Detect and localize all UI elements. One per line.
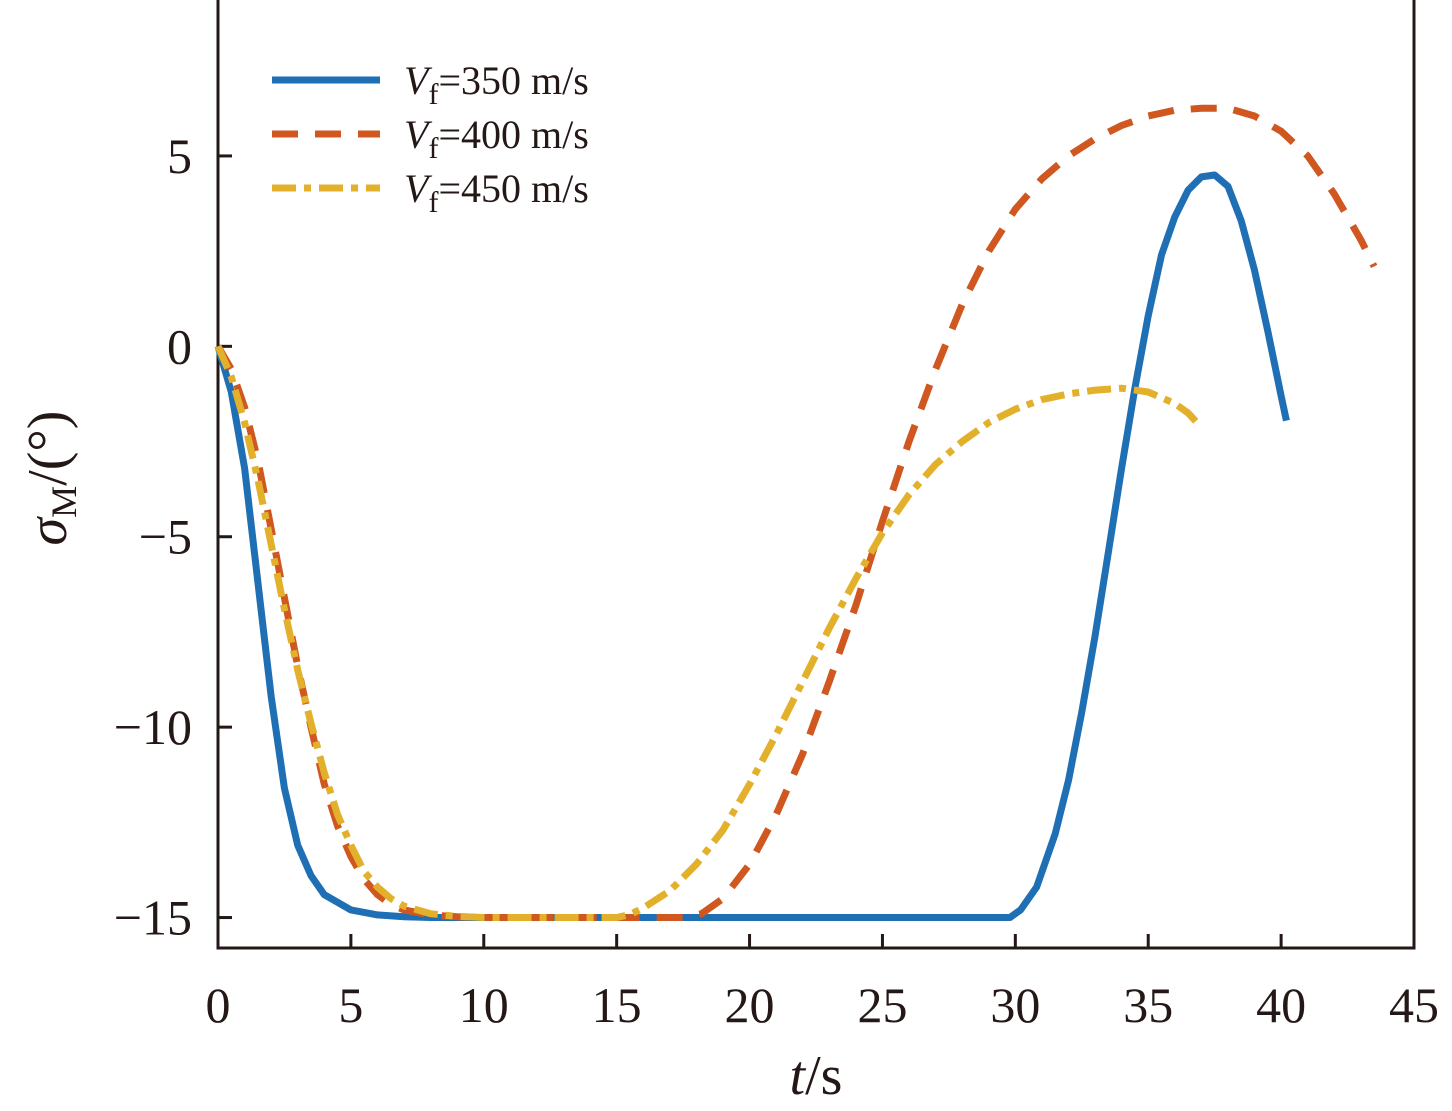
x-tick-label: 5 bbox=[338, 977, 363, 1033]
x-tick-label: 40 bbox=[1256, 977, 1306, 1033]
x-axis-unit: /s bbox=[805, 1045, 842, 1107]
x-axis-title: t/s bbox=[790, 1045, 843, 1107]
y-tick-label: 5 bbox=[167, 128, 192, 184]
x-tick-label: 15 bbox=[592, 977, 642, 1033]
x-tick-label: 0 bbox=[206, 977, 231, 1033]
x-tick-label: 20 bbox=[725, 977, 775, 1033]
x-tick-label: 30 bbox=[990, 977, 1040, 1033]
legend-label-2: Vf=400 m/s bbox=[404, 112, 589, 165]
x-tick-label: 35 bbox=[1123, 977, 1173, 1033]
x-tick-label: 25 bbox=[857, 977, 907, 1033]
series-lines bbox=[214, 104, 1378, 921]
legend: Vf=350 m/sVf=400 m/sVf=450 m/s bbox=[272, 58, 589, 219]
y-axis-unit: /(°) bbox=[17, 411, 79, 486]
y-tick-labels: 5 0 −5 −10 −15 bbox=[114, 128, 192, 946]
y-axis-variable: σ bbox=[17, 515, 79, 545]
y-tick-label: −15 bbox=[114, 890, 192, 946]
x-axis-variable: t bbox=[790, 1045, 807, 1107]
plot-frame bbox=[216, 0, 1416, 950]
legend-label-1: Vf=350 m/s bbox=[404, 58, 589, 111]
x-tick-label: 45 bbox=[1389, 977, 1439, 1033]
y-tick-label: −5 bbox=[139, 509, 192, 565]
series-line-2 bbox=[214, 104, 1378, 921]
axis-ticks bbox=[216, 154, 1416, 948]
y-tick-label: −10 bbox=[114, 699, 192, 755]
y-axis-subscript: M bbox=[44, 486, 84, 518]
legend-label-3: Vf=450 m/s bbox=[404, 166, 589, 219]
y-axis-title: σM/(°) bbox=[17, 411, 84, 546]
series-line-3 bbox=[214, 344, 1202, 921]
x-tick-labels: 0 5 10 15 20 25 30 35 40 45 bbox=[206, 977, 1440, 1033]
x-tick-label: 10 bbox=[459, 977, 509, 1033]
y-tick-label: 0 bbox=[167, 318, 192, 374]
series-line-1 bbox=[214, 171, 1290, 921]
